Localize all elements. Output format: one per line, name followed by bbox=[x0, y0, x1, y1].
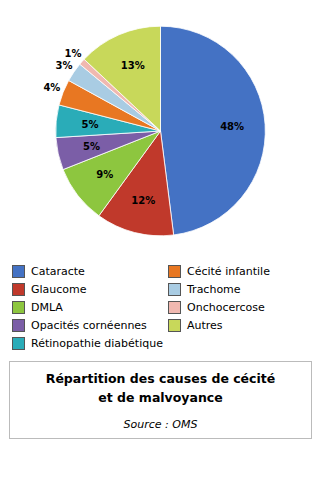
svg-text:1%: 1% bbox=[64, 48, 81, 59]
svg-text:9%: 9% bbox=[96, 169, 113, 180]
svg-text:48%: 48% bbox=[220, 121, 244, 132]
html-text:Autres: Autres bbox=[187, 319, 223, 332]
html-text:Cécité infantile: Cécité infantile bbox=[187, 265, 270, 278]
html-text:Rétinopathie diabétique: Rétinopathie diabétique bbox=[31, 337, 163, 350]
html-text:Trachome: Trachome bbox=[187, 283, 241, 296]
html-text:Source : OMS: Source : OMS bbox=[123, 417, 198, 431]
svg-text:5%: 5% bbox=[82, 119, 99, 130]
html-text:DMLA: DMLA bbox=[31, 301, 63, 314]
svg-text:4%: 4% bbox=[43, 82, 60, 93]
html-text:Onchocercose: Onchocercose bbox=[187, 301, 265, 314]
svg-text:5%: 5% bbox=[83, 141, 100, 152]
svg-text:3%: 3% bbox=[55, 60, 72, 71]
html-text:Glaucome: Glaucome bbox=[31, 283, 87, 296]
svg-text:13%: 13% bbox=[121, 60, 145, 71]
html-text:Cataracte: Cataracte bbox=[31, 265, 85, 278]
svg-text:12%: 12% bbox=[131, 195, 155, 206]
html-text:Répartition des causes de céci: Répartition des causes de cécité et de m… bbox=[45, 371, 276, 405]
html-text:Opacités cornéennes: Opacités cornéennes bbox=[31, 319, 147, 332]
